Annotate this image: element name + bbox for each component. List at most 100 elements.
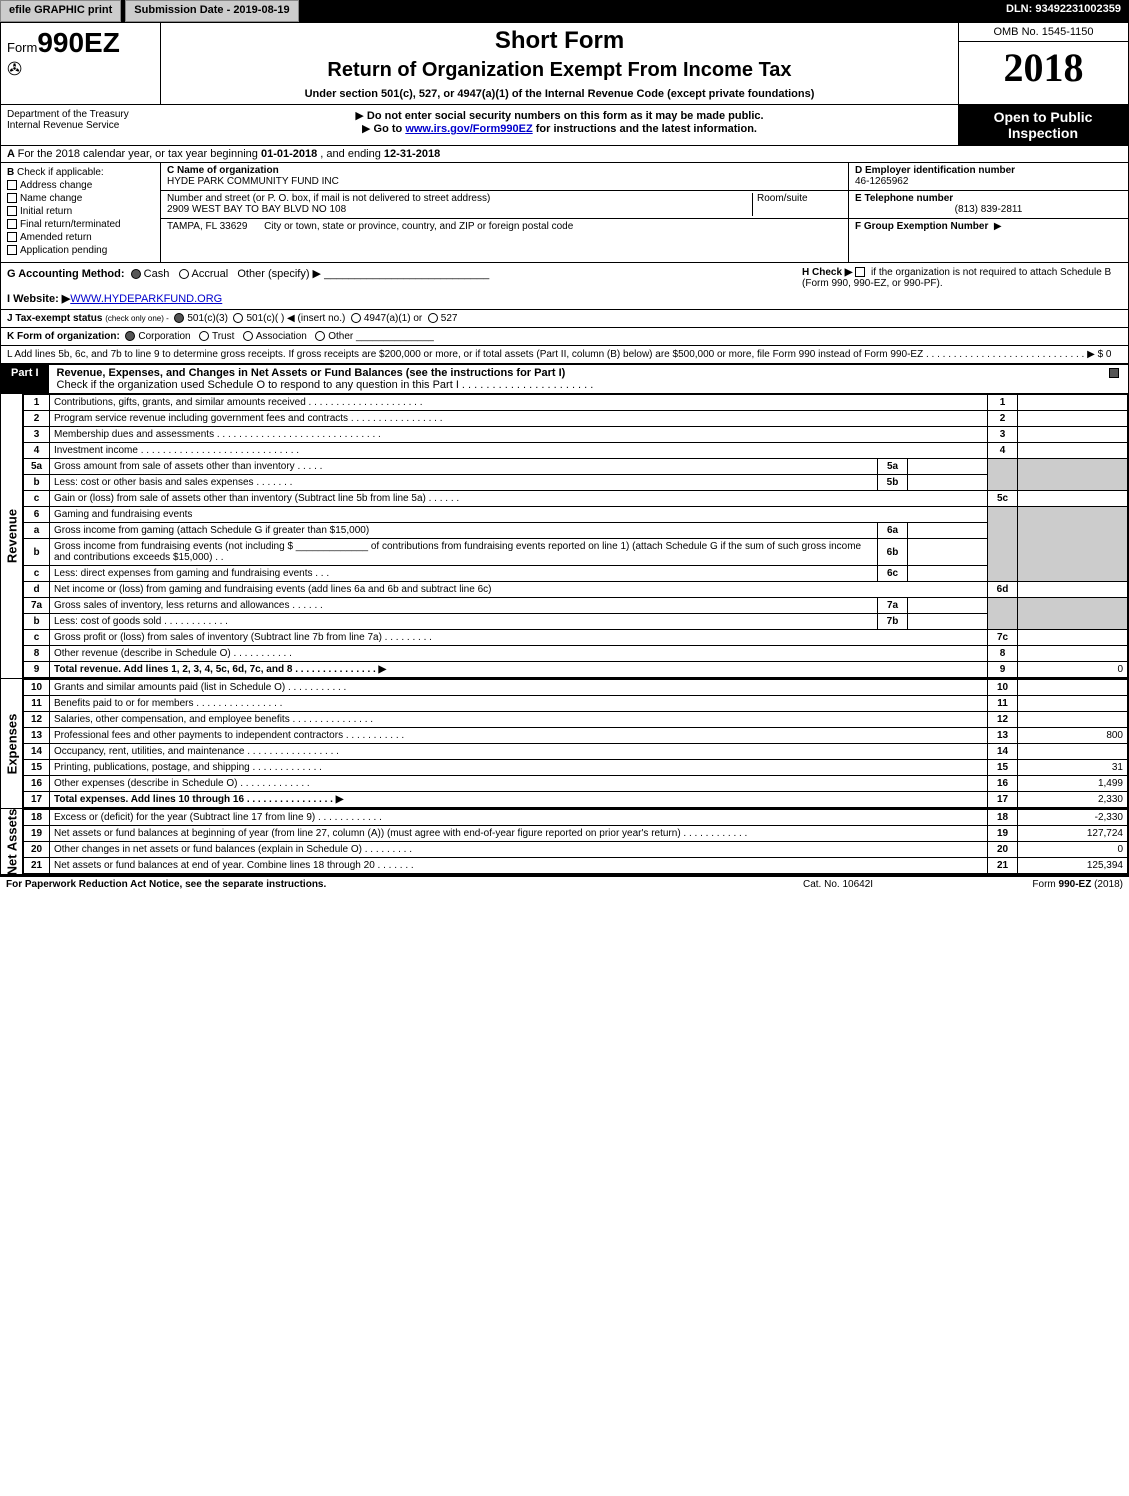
form-subtitle: Under section 501(c), 527, or 4947(a)(1)…: [167, 88, 952, 100]
efile-print-button[interactable]: efile GRAPHIC print: [0, 0, 121, 22]
line-j-sub: (check only one) -: [105, 314, 169, 323]
line-a: A For the 2018 calendar year, or tax yea…: [1, 146, 1128, 163]
lbl-other-org: Other: [328, 331, 353, 342]
line-7c: cGross profit or (loss) from sales of in…: [24, 630, 1128, 646]
expenses-section: Expenses 10Grants and similar amounts pa…: [1, 679, 1128, 809]
line-a-pre: For the 2018 calendar year, or tax year …: [18, 148, 261, 160]
website-link[interactable]: WWW.HYDEPARKFUND.ORG: [70, 293, 222, 305]
chk-application-pending[interactable]: [7, 245, 17, 255]
lbl-final-return: Final return/terminated: [20, 219, 121, 230]
dln-label: DLN: 93492231002359: [998, 0, 1129, 22]
entity-block: B Check if applicable: Address change Na…: [1, 163, 1128, 263]
revenue-table: 1Contributions, gifts, grants, and simil…: [23, 394, 1128, 678]
lbl-application-pending: Application pending: [20, 245, 107, 256]
radio-association[interactable]: [243, 331, 253, 341]
phone-label: E Telephone number: [855, 193, 953, 204]
department-row: Department of the Treasury Internal Reve…: [1, 105, 1128, 146]
phone-value: (813) 839-2811: [855, 204, 1122, 215]
lbl-527: 527: [441, 313, 458, 324]
line-10: 10Grants and similar amounts paid (list …: [24, 680, 1128, 696]
chk-schedule-o[interactable]: [1109, 368, 1119, 378]
line-h-label: H Check ▶: [802, 267, 852, 278]
radio-accrual[interactable]: [179, 269, 189, 279]
form-number: 990EZ: [37, 27, 120, 58]
line-18: 18Excess or (deficit) for the year (Subt…: [24, 810, 1128, 826]
lbl-trust: Trust: [212, 331, 234, 342]
radio-cash[interactable]: [131, 269, 141, 279]
line-20: 20Other changes in net assets or fund ba…: [24, 842, 1128, 858]
line-11: 11Benefits paid to or for members . . . …: [24, 696, 1128, 712]
line-7a: 7aGross sales of inventory, less returns…: [24, 598, 1128, 614]
radio-501c[interactable]: [233, 313, 243, 323]
chk-name-change[interactable]: [7, 193, 17, 203]
org-address: 2909 WEST BAY TO BAY BLVD NO 108: [167, 204, 346, 215]
line-1: 1Contributions, gifts, grants, and simil…: [24, 395, 1128, 411]
line-6b: bGross income from fundraising events (n…: [24, 539, 1128, 566]
irs-link[interactable]: www.irs.gov/Form990EZ: [405, 123, 532, 135]
submission-date: Submission Date - 2019-08-19: [125, 0, 298, 22]
lbl-initial-return: Initial return: [20, 206, 72, 217]
line-5a: 5aGross amount from sale of assets other…: [24, 459, 1128, 475]
line-21: 21Net assets or fund balances at end of …: [24, 858, 1128, 874]
netassets-section: Net Assets 18Excess or (deficit) for the…: [1, 809, 1128, 876]
form-number-block: Form990EZ ✇: [1, 23, 161, 104]
lbl-amended-return: Amended return: [20, 232, 92, 243]
chk-amended-return[interactable]: [7, 232, 17, 242]
top-bar: efile GRAPHIC print Submission Date - 20…: [0, 0, 1129, 22]
line-15: 15Printing, publications, postage, and s…: [24, 760, 1128, 776]
line-gh: G Accounting Method: Cash Accrual Other …: [1, 263, 1128, 310]
expenses-side-label: Expenses: [1, 679, 23, 808]
tax-year: 2018: [959, 42, 1128, 93]
lbl-cash: Cash: [144, 268, 170, 280]
form-container: Form990EZ ✇ Short Form Return of Organiz…: [0, 22, 1129, 877]
warning-text: Do not enter social security numbers on …: [367, 110, 764, 122]
line-i-label: I Website: ▶: [7, 293, 70, 305]
radio-4947[interactable]: [351, 313, 361, 323]
radio-trust[interactable]: [199, 331, 209, 341]
irs-eagle-icon: ✇: [7, 59, 154, 80]
line-a-end: 12-31-2018: [384, 148, 440, 160]
line-j-label: J Tax-exempt status: [7, 313, 102, 324]
revenue-side-label: Revenue: [1, 394, 23, 678]
line-6: 6Gaming and fundraising events: [24, 507, 1128, 523]
line-9: 9Total revenue. Add lines 1, 2, 3, 4, 5c…: [24, 662, 1128, 678]
line-12: 12Salaries, other compensation, and empl…: [24, 712, 1128, 728]
radio-527[interactable]: [428, 313, 438, 323]
line-7b: bLess: cost of goods sold . . . . . . . …: [24, 614, 1128, 630]
form-header: Form990EZ ✇ Short Form Return of Organiz…: [1, 23, 1128, 105]
line-j: J Tax-exempt status (check only one) - 5…: [1, 310, 1128, 328]
part-1-title: Revenue, Expenses, and Changes in Net As…: [57, 367, 566, 379]
instructions-block: Do not enter social security numbers on …: [161, 105, 958, 145]
section-def: D Employer identification number 46-1265…: [848, 163, 1128, 262]
chk-schedule-b[interactable]: [855, 267, 865, 277]
radio-501c3[interactable]: [174, 313, 184, 323]
form-footer-id: Form 990-EZ (2018): [963, 879, 1123, 890]
netassets-side-label: Net Assets: [1, 809, 23, 874]
org-name-label: C Name of organization: [167, 165, 279, 176]
chk-initial-return[interactable]: [7, 206, 17, 216]
lbl-address-change: Address change: [20, 180, 92, 191]
line-a-begin: 01-01-2018: [261, 148, 317, 160]
lbl-corporation: Corporation: [138, 331, 190, 342]
line-19: 19Net assets or fund balances at beginni…: [24, 826, 1128, 842]
form-title-2: Return of Organization Exempt From Incom…: [167, 59, 952, 82]
ein-value: 46-1265962: [855, 176, 908, 187]
department-label: Department of the Treasury Internal Reve…: [1, 105, 161, 145]
line-l: L Add lines 5b, 6c, and 7b to line 9 to …: [1, 346, 1128, 365]
line-17: 17Total expenses. Add lines 10 through 1…: [24, 792, 1128, 808]
goto-pre: Go to: [374, 123, 406, 135]
paperwork-notice: For Paperwork Reduction Act Notice, see …: [6, 879, 803, 890]
radio-corporation[interactable]: [125, 331, 135, 341]
cat-number: Cat. No. 10642I: [803, 879, 963, 890]
line-a-mid: , and ending: [317, 148, 384, 160]
chk-final-return[interactable]: [7, 219, 17, 229]
radio-other-org[interactable]: [315, 331, 325, 341]
line-8: 8Other revenue (describe in Schedule O) …: [24, 646, 1128, 662]
open-to-public: Open to Public Inspection: [958, 105, 1128, 145]
line-4: 4Investment income . . . . . . . . . . .…: [24, 443, 1128, 459]
room-label: Room/suite: [757, 193, 808, 204]
chk-address-change[interactable]: [7, 180, 17, 190]
form-title-block: Short Form Return of Organization Exempt…: [161, 23, 958, 104]
city-label: City or town, state or province, country…: [264, 221, 573, 232]
line-14: 14Occupancy, rent, utilities, and mainte…: [24, 744, 1128, 760]
